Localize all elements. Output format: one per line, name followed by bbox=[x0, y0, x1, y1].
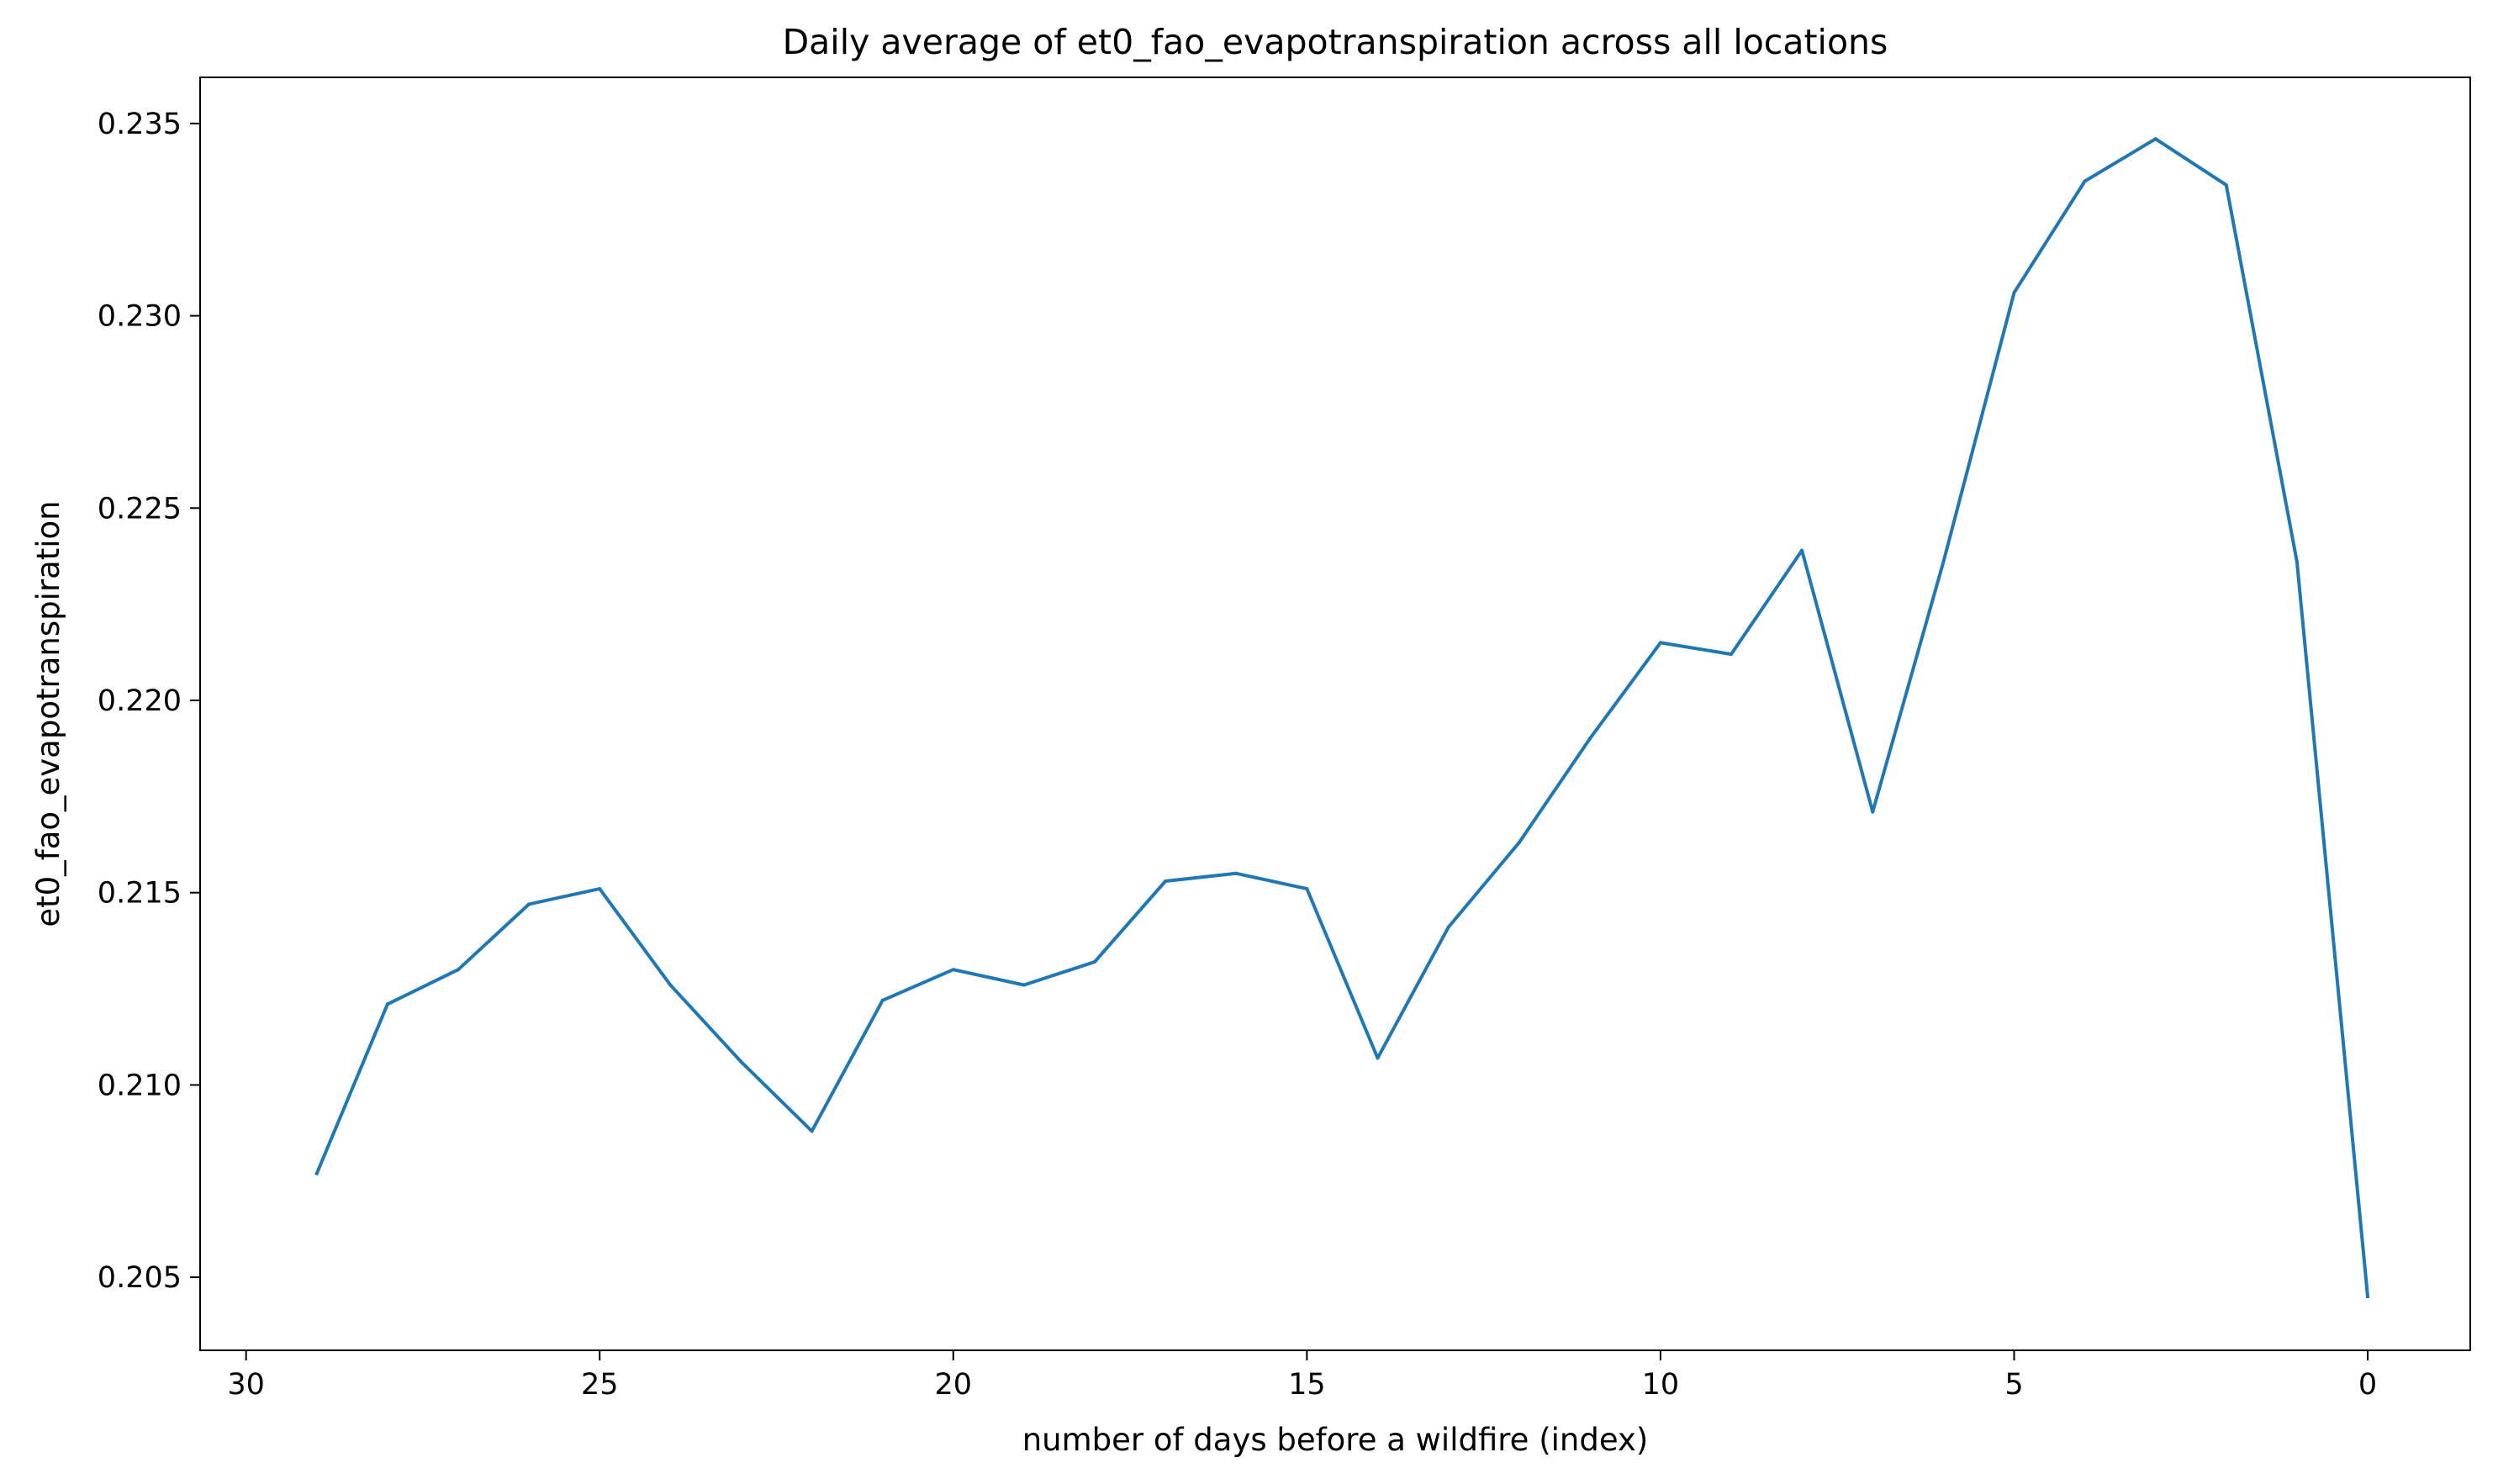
data-point bbox=[1305, 887, 1309, 891]
y-tick-label: 0.225 bbox=[98, 492, 182, 525]
data-point bbox=[1871, 810, 1875, 814]
data-point bbox=[1658, 641, 1662, 645]
x-tick-label: 25 bbox=[581, 1368, 619, 1402]
series-line bbox=[314, 137, 2370, 1299]
x-tick-label: 10 bbox=[1642, 1368, 1680, 1402]
data-point bbox=[314, 1171, 319, 1175]
data-point bbox=[1376, 1056, 1380, 1060]
y-tick-label: 0.235 bbox=[98, 108, 182, 141]
x-axis-label: number of days before a wildfire (index) bbox=[1022, 1422, 1649, 1458]
axes: 30 25 20 15 10 5 0 0.2050.2100.2150.2200.2250.… bbox=[98, 77, 2471, 1402]
data-point bbox=[1164, 879, 1168, 883]
data-point bbox=[2012, 291, 2016, 295]
data-point bbox=[739, 1059, 743, 1064]
data-point bbox=[1234, 871, 1238, 875]
data-point bbox=[951, 968, 955, 972]
data-point bbox=[810, 1129, 814, 1133]
data-point bbox=[1093, 960, 1096, 964]
data-point bbox=[1941, 560, 1946, 564]
data-point bbox=[2366, 1295, 2369, 1298]
data-point bbox=[668, 983, 673, 987]
data-point bbox=[1587, 737, 1592, 741]
y-axis-label: et0_fao_evapotranspiration bbox=[30, 500, 66, 927]
data-point bbox=[1730, 652, 1733, 657]
x-axis: 30 25 20 15 10 5 0 bbox=[227, 1350, 2377, 1402]
data-point bbox=[880, 998, 885, 1002]
y-tick-label: 0.215 bbox=[98, 877, 182, 911]
data-point bbox=[1446, 925, 1450, 929]
data-point bbox=[1800, 548, 1804, 552]
data-point bbox=[527, 902, 531, 906]
chart-title: Daily average of et0_fao_evapotranspirat… bbox=[783, 22, 1888, 62]
data-point bbox=[2295, 560, 2299, 564]
x-tick-label: 5 bbox=[2004, 1368, 2023, 1402]
y-tick-label: 0.205 bbox=[98, 1261, 182, 1295]
data-point bbox=[457, 968, 460, 972]
x-tick-label: 0 bbox=[2358, 1368, 2377, 1402]
y-tick-label: 0.210 bbox=[98, 1069, 182, 1102]
data-point bbox=[2083, 179, 2087, 183]
y-tick-label: 0.230 bbox=[98, 300, 182, 334]
data-point bbox=[598, 887, 602, 891]
data-point bbox=[2153, 137, 2157, 141]
x-tick-label: 15 bbox=[1288, 1368, 1326, 1402]
data-point bbox=[1022, 983, 1026, 987]
data-point bbox=[385, 1002, 389, 1006]
data-point bbox=[2224, 183, 2228, 187]
data-points bbox=[314, 137, 2369, 1298]
data-point bbox=[1517, 841, 1521, 845]
y-axis: 0.205 0.210 0.215 0.220 0.225 0.230 0.235 bbox=[98, 108, 200, 1295]
y-tick-label: 0.220 bbox=[98, 684, 182, 718]
x-tick-label: 20 bbox=[935, 1368, 973, 1402]
x-tick-label: 30 bbox=[227, 1368, 265, 1402]
plot-area-frame bbox=[199, 77, 2471, 1351]
